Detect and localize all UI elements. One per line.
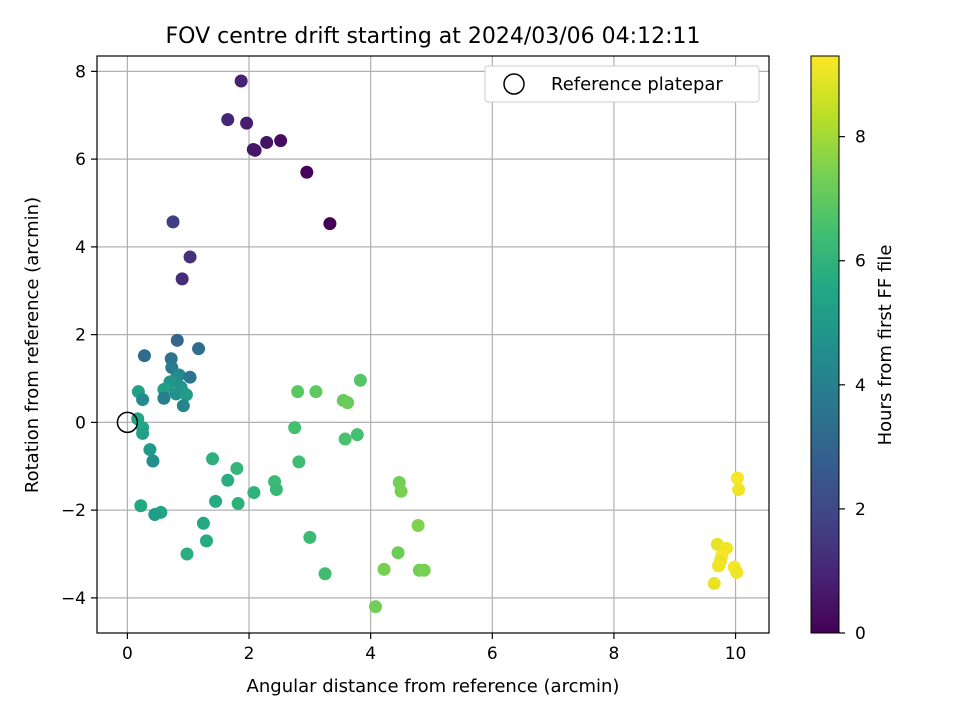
legend: Reference platepar xyxy=(484,65,760,103)
data-point xyxy=(377,562,391,576)
data-point xyxy=(170,333,184,347)
data-point xyxy=(417,563,431,577)
x-axis-label: Angular distance from reference (arcmin) xyxy=(247,676,620,697)
data-point xyxy=(411,518,425,532)
data-point xyxy=(240,116,254,130)
data-point xyxy=(134,499,148,513)
data-point xyxy=(730,471,744,485)
colorbar-tick-label: 2 xyxy=(855,500,866,520)
data-point xyxy=(221,473,235,487)
data-point xyxy=(318,567,332,581)
x-tick-label: 2 xyxy=(244,644,255,664)
colorbar-tick-label: 4 xyxy=(855,376,866,396)
data-point xyxy=(192,342,206,356)
data-points xyxy=(116,74,746,614)
data-point xyxy=(350,428,364,442)
data-point xyxy=(209,494,223,508)
data-point xyxy=(199,534,213,548)
data-point xyxy=(136,426,150,440)
data-point xyxy=(183,370,197,384)
colorbar-tick-label: 8 xyxy=(855,128,866,148)
x-tick-label: 6 xyxy=(487,644,498,664)
data-point xyxy=(247,486,261,500)
data-point xyxy=(712,559,726,573)
data-point xyxy=(391,546,405,560)
legend-reference-label: Reference platepar xyxy=(551,74,723,95)
data-point xyxy=(206,452,220,466)
x-tick-label: 10 xyxy=(725,644,747,664)
colorbar-tick-label: 6 xyxy=(855,252,866,272)
y-tick-label: 0 xyxy=(75,413,86,433)
colorbar-gradient xyxy=(810,55,840,634)
data-point xyxy=(176,399,190,413)
data-point xyxy=(146,454,160,468)
data-point xyxy=(338,432,352,446)
data-point xyxy=(246,142,260,156)
colorbar: 0 2 4 6 8 Hours from first FF file xyxy=(810,55,896,644)
reference-platepar-marker xyxy=(116,411,139,434)
data-point xyxy=(169,387,183,401)
axes-ticks: 0 2 4 6 8 10 −4 −2 0 2 4 6 8 xyxy=(61,62,746,664)
data-point xyxy=(707,576,721,590)
data-point xyxy=(175,272,189,286)
y-tick-label: 8 xyxy=(75,62,86,82)
data-point xyxy=(183,250,197,264)
data-point xyxy=(136,393,150,407)
data-point xyxy=(166,215,180,229)
data-point xyxy=(369,600,383,614)
data-point xyxy=(309,385,323,399)
data-point xyxy=(230,461,244,475)
data-point xyxy=(291,385,305,399)
data-point xyxy=(196,516,210,530)
data-point xyxy=(260,135,274,149)
data-point xyxy=(269,483,283,497)
colorbar-ticks: 0 2 4 6 8 xyxy=(839,128,866,644)
data-point xyxy=(732,483,746,497)
data-point xyxy=(148,508,162,522)
chart-title: FOV centre drift starting at 2024/03/06 … xyxy=(166,24,701,49)
legend-reference-marker xyxy=(503,73,525,95)
y-tick-label: 6 xyxy=(75,150,86,170)
data-point xyxy=(137,349,151,363)
data-point xyxy=(730,565,744,579)
data-point xyxy=(341,396,355,410)
data-point xyxy=(234,74,248,88)
y-tick-label: −2 xyxy=(61,501,86,521)
legend-box xyxy=(484,65,760,103)
colorbar-tick-label: 0 xyxy=(855,624,866,644)
data-point xyxy=(274,134,288,148)
data-point xyxy=(394,484,408,498)
y-tick-label: 4 xyxy=(75,238,86,258)
data-point xyxy=(292,455,306,469)
data-point xyxy=(179,388,193,402)
data-point xyxy=(323,217,337,231)
data-point xyxy=(143,443,157,457)
y-axis-label: Rotation from reference (arcmin) xyxy=(22,197,43,493)
x-tick-label: 8 xyxy=(609,644,620,664)
x-tick-label: 0 xyxy=(122,644,133,664)
data-point xyxy=(231,497,245,511)
data-point xyxy=(288,421,302,435)
data-point xyxy=(180,547,194,561)
y-tick-label: −4 xyxy=(61,589,86,609)
data-point xyxy=(303,530,317,544)
data-point xyxy=(221,113,235,127)
x-tick-label: 4 xyxy=(365,644,376,664)
data-point xyxy=(300,165,314,179)
plot-area-frame xyxy=(96,55,770,634)
colorbar-label: Hours from first FF file xyxy=(875,245,896,446)
y-tick-label: 2 xyxy=(75,326,86,346)
data-point xyxy=(157,391,171,405)
data-point xyxy=(353,373,367,387)
